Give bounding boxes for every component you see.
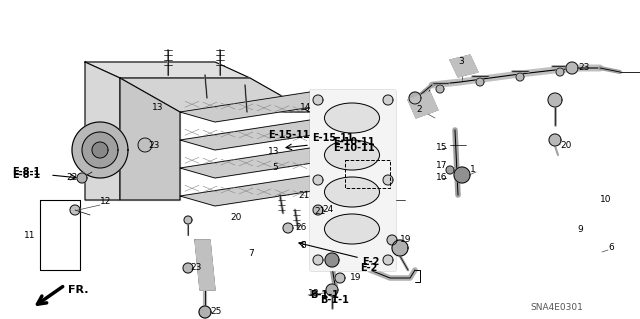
Bar [345, 160, 390, 188]
Polygon shape [446, 166, 454, 174]
Text: 24: 24 [322, 205, 333, 214]
Text: 22: 22 [66, 174, 77, 182]
Text: 19: 19 [400, 235, 412, 244]
Polygon shape [383, 175, 393, 185]
Text: 15: 15 [436, 144, 447, 152]
Text: E-15-11: E-15-11 [268, 130, 310, 140]
Polygon shape [77, 173, 87, 183]
Polygon shape [120, 78, 310, 112]
Polygon shape [199, 306, 211, 318]
Text: 3: 3 [458, 57, 464, 66]
Polygon shape [383, 255, 393, 265]
Ellipse shape [324, 103, 380, 133]
Polygon shape [325, 253, 339, 267]
Text: E-10-11: E-10-11 [333, 143, 374, 153]
Text: 12: 12 [100, 197, 111, 206]
Text: E-8-1: E-8-1 [12, 167, 40, 177]
Polygon shape [180, 176, 345, 206]
Text: E-2: E-2 [360, 263, 378, 273]
Ellipse shape [324, 140, 380, 170]
Polygon shape [180, 120, 345, 150]
Polygon shape [566, 62, 578, 74]
Polygon shape [436, 85, 444, 93]
Polygon shape [310, 90, 395, 270]
Text: 26: 26 [295, 224, 307, 233]
Polygon shape [180, 148, 345, 178]
Text: 13: 13 [152, 103, 163, 113]
Polygon shape [313, 255, 323, 265]
Text: 19: 19 [350, 273, 362, 283]
Text: 18: 18 [308, 290, 319, 299]
Polygon shape [85, 62, 250, 78]
Polygon shape [335, 273, 345, 283]
Text: 25: 25 [210, 308, 221, 316]
Polygon shape [313, 175, 323, 185]
Text: 17: 17 [436, 160, 447, 169]
Polygon shape [409, 92, 421, 104]
Text: 20: 20 [230, 213, 241, 222]
Polygon shape [392, 240, 408, 256]
Polygon shape [180, 92, 345, 122]
Text: 20: 20 [560, 140, 572, 150]
Text: E-2: E-2 [362, 257, 380, 267]
Polygon shape [183, 263, 193, 273]
Text: 1: 1 [470, 166, 476, 174]
Polygon shape [283, 223, 293, 233]
Text: E-8-1: E-8-1 [12, 170, 40, 180]
Polygon shape [326, 284, 338, 296]
Polygon shape [92, 142, 108, 158]
Text: 16: 16 [436, 174, 447, 182]
Polygon shape [85, 62, 120, 200]
Polygon shape [454, 167, 470, 183]
Polygon shape [548, 93, 562, 107]
Polygon shape [120, 78, 180, 200]
Text: B-1-1: B-1-1 [320, 295, 349, 305]
Polygon shape [82, 132, 118, 168]
Text: 14: 14 [300, 103, 312, 113]
Text: E-15-11: E-15-11 [312, 133, 354, 143]
Polygon shape [184, 216, 192, 224]
Text: B-1-1: B-1-1 [310, 290, 339, 300]
Text: 7: 7 [248, 249, 253, 258]
Text: FR.: FR. [68, 285, 88, 295]
Ellipse shape [324, 177, 380, 207]
Polygon shape [313, 205, 323, 215]
Polygon shape [72, 122, 128, 178]
Polygon shape [138, 138, 152, 152]
Text: 9: 9 [577, 226, 583, 234]
Polygon shape [556, 68, 564, 76]
Polygon shape [450, 55, 478, 77]
Text: 13: 13 [268, 147, 280, 157]
Text: 8: 8 [300, 241, 306, 249]
Polygon shape [70, 205, 80, 215]
Text: 23: 23 [578, 63, 589, 72]
Ellipse shape [324, 214, 380, 244]
Polygon shape [549, 134, 561, 146]
Polygon shape [408, 92, 438, 118]
Polygon shape [387, 235, 397, 245]
Polygon shape [313, 95, 323, 105]
Polygon shape [476, 78, 484, 86]
Polygon shape [383, 95, 393, 105]
Text: 10: 10 [600, 196, 611, 204]
Polygon shape [516, 73, 524, 81]
Text: 2: 2 [416, 106, 422, 115]
Text: 11: 11 [24, 231, 35, 240]
Text: 21: 21 [314, 207, 325, 217]
Text: 6: 6 [608, 243, 614, 253]
Text: SNA4E0301: SNA4E0301 [530, 303, 583, 313]
Text: 5: 5 [272, 164, 278, 173]
Polygon shape [195, 240, 215, 290]
Text: 23: 23 [190, 263, 202, 272]
Text: 21: 21 [298, 190, 309, 199]
Text: 23: 23 [148, 140, 159, 150]
Text: E-10-11: E-10-11 [333, 137, 374, 147]
